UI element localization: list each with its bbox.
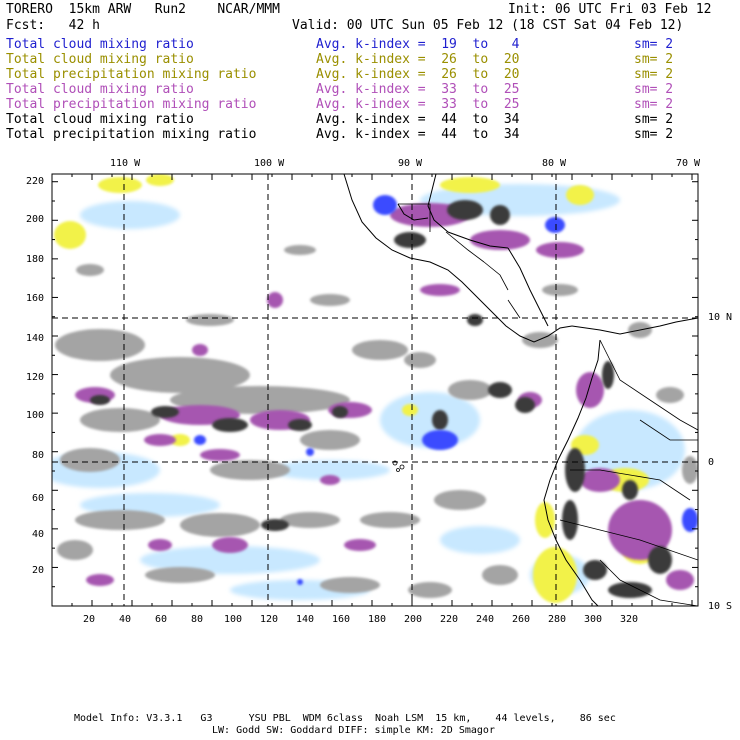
y-tick-label: 220 [26,176,45,187]
lon-label: 70 W [676,158,701,169]
valid-time: Valid: 00 UTC Sun 05 Feb 12 (18 CST Sat … [292,18,684,33]
legend-kindex: Avg. k-index = 33 to 25 [316,97,520,112]
blue-shading [194,195,698,585]
legend-kindex: Avg. k-index = 26 to 20 [316,67,520,82]
legend-name: Total precipitation mixing ratio [6,67,257,82]
x-tick-label: 280 [548,614,567,625]
map-frame [51,173,699,607]
lat-label: 10 S [708,601,733,612]
x-tick-label: 320 [620,614,639,625]
legend-name: Total cloud mixing ratio [6,37,194,52]
physics-info: LW: Godd SW: Goddard DIFF: simple KM: 2D… [212,725,495,736]
lat-lon-grid [52,174,698,606]
lon-label: 100 W [254,158,285,169]
x-tick-label: 120 [260,614,279,625]
y-tick-label: 140 [26,333,45,344]
forecast-hour: Fcst: 42 h [6,18,100,33]
y-tick-label: 20 [32,565,45,576]
legend-name: Total cloud mixing ratio [6,82,194,97]
x-tick-label: 20 [83,614,96,625]
legend-kindex: Avg. k-index = 33 to 25 [316,82,520,97]
legend-kindex: Avg. k-index = 44 to 34 [316,127,520,142]
legend-kindex: Avg. k-index = 44 to 34 [316,112,520,127]
x-tick-label: 80 [191,614,204,625]
legend-name: Total precipitation mixing ratio [6,97,257,112]
x-tick-label: 100 [224,614,243,625]
y-tick-label: 180 [26,254,45,265]
field-shading [52,174,698,603]
lon-label: 80 W [542,158,567,169]
model-info: Model Info: V3.3.1 G3 YSU PBL WDM 6class… [74,713,616,724]
x-tick-label: 60 [155,614,168,625]
dark-core-shading [90,200,672,598]
lat-label: 10 N [708,312,733,323]
init-time: Init: 06 UTC Fri 03 Feb 12 [508,2,712,17]
y-tick-label: 60 [32,493,45,504]
x-tick-label: 300 [584,614,603,625]
y-tick-label: 40 [32,529,45,540]
legend-kindex: Avg. k-index = 19 to 4 [316,37,520,52]
legend-name: Total cloud mixing ratio [6,52,194,67]
coastlines [343,174,698,606]
y-tick-label: 100 [26,410,45,421]
gray-shading [55,245,698,598]
legend-sm: sm= 2 [634,127,674,142]
legend-name: Total cloud mixing ratio [6,112,194,127]
x-tick-label: 160 [332,614,351,625]
galapagos-islands [392,460,405,472]
legend-kindex: Avg. k-index = 26 to 20 [316,52,520,67]
y-tick-label: 160 [26,293,45,304]
legend-sm: sm= 2 [634,67,674,82]
lat-label: 0 [708,457,715,468]
x-tick-label: 40 [119,614,132,625]
legend-sm: sm= 2 [634,82,674,97]
x-tick-label: 180 [368,614,387,625]
y-tick-label: 120 [26,372,45,383]
legend-sm: sm= 2 [634,52,674,67]
axis-ticks [51,174,698,607]
country-borders [398,203,698,606]
x-tick-label: 140 [296,614,315,625]
y-tick-label: 200 [26,214,45,225]
legend-sm: sm= 2 [634,37,674,52]
x-tick-label: 240 [476,614,495,625]
x-tick-label: 260 [512,614,531,625]
x-tick-label: 200 [404,614,423,625]
model-title: TORERO 15km ARW Run2 NCAR/MMM [6,2,280,17]
legend-sm: sm= 2 [634,112,674,127]
legend-name: Total precipitation mixing ratio [6,127,257,142]
lon-label: 90 W [398,158,423,169]
legend-sm: sm= 2 [634,97,674,112]
purple-shading [75,203,694,590]
x-tick-label: 220 [440,614,459,625]
y-tick-label: 80 [32,450,45,461]
lon-label: 110 W [110,158,141,169]
